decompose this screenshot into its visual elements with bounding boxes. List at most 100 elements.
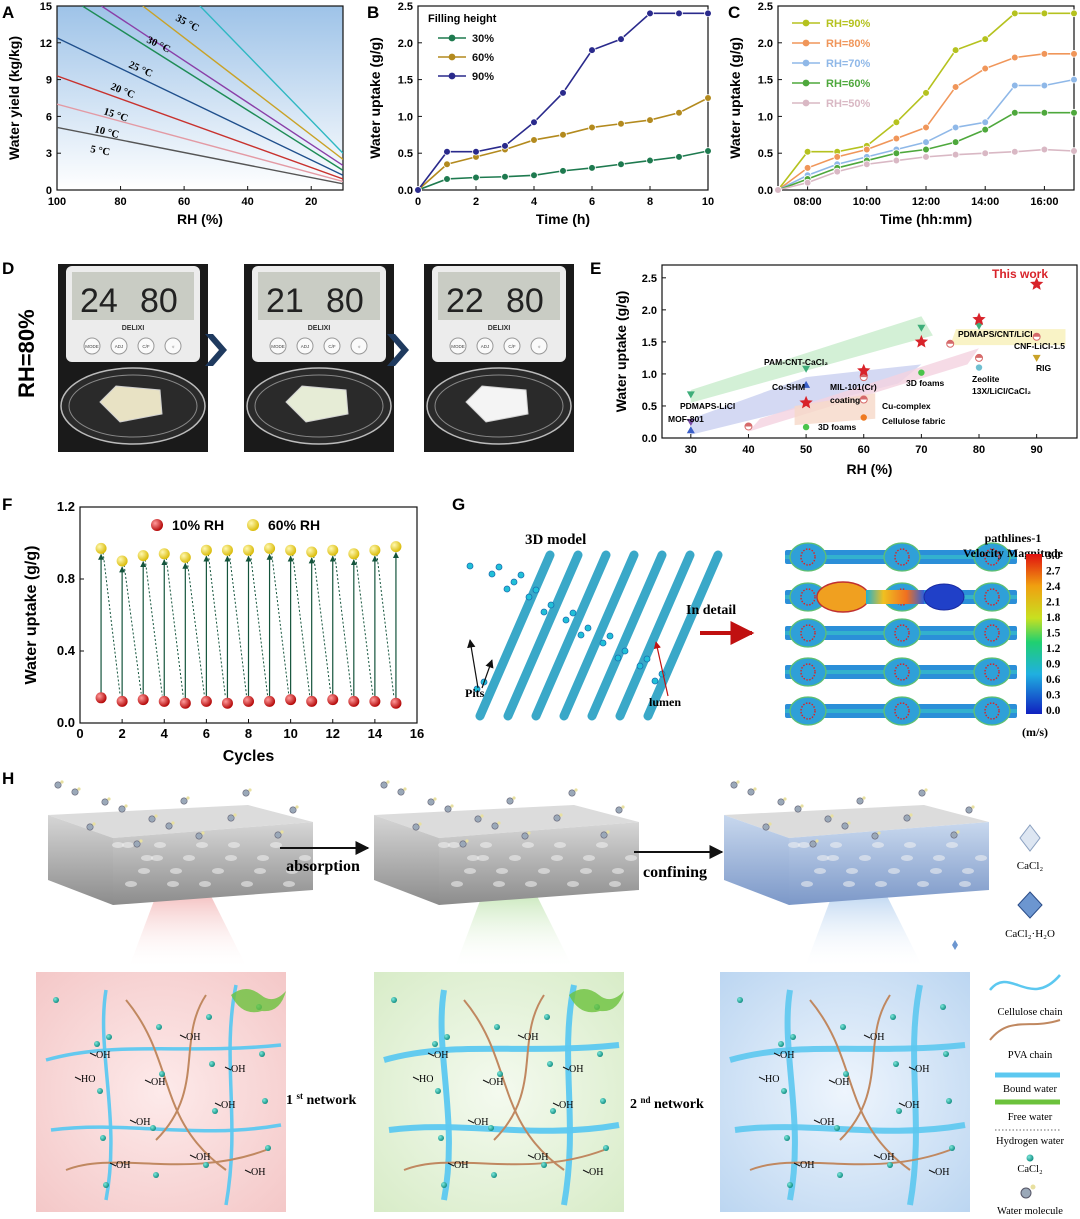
water-molecule-h [433, 797, 437, 801]
cycle-down-line [207, 554, 226, 698]
cacl2-particle [206, 1014, 212, 1020]
cacl2-particle [432, 1041, 438, 1047]
cacl2-particle [438, 1135, 444, 1141]
water-molecule-h [512, 796, 516, 800]
legend-marker [448, 34, 456, 42]
water-molecule [903, 814, 911, 822]
cacl2-particle [946, 1098, 952, 1104]
cacl2-particle [259, 1051, 265, 1057]
oh-bond [224, 1066, 232, 1071]
point-10rh [369, 695, 381, 707]
pit-dot [636, 662, 644, 670]
marker-circle [975, 364, 983, 371]
slab-pore [625, 855, 637, 861]
hygrometer-button-label: ☼ [171, 344, 175, 349]
slab-pore [257, 855, 269, 861]
ordinal-superscript: st [297, 1091, 304, 1101]
oh-group: OH [534, 1152, 548, 1163]
marker-circle [802, 423, 810, 431]
cycle-down-line [123, 564, 142, 694]
series-line-30C [101, 6, 343, 167]
lcd-screen [258, 272, 380, 320]
this-work-star [799, 395, 813, 409]
pit-chamber [973, 542, 1011, 572]
data-point [922, 123, 930, 132]
panel-letter-h: H [2, 769, 14, 788]
slab-pore [448, 842, 460, 848]
water-molecule-h [956, 830, 960, 834]
cacl2-particle [203, 1162, 209, 1168]
data-point [1040, 108, 1049, 117]
pit-inflow [984, 702, 1000, 720]
lcd-temp: 22 [446, 282, 484, 320]
oh-group: OH [905, 1100, 919, 1111]
cacl2-particle [834, 1125, 840, 1131]
water-molecule [615, 806, 623, 814]
hydrogel-sample [465, 385, 529, 423]
water-molecule [568, 789, 576, 797]
x-tick-label: 60 [178, 196, 190, 208]
point-10rh [116, 695, 128, 707]
point-60rh [158, 548, 170, 560]
x-tick-label: 08:00 [794, 196, 822, 208]
oh-bond [517, 1034, 525, 1039]
data-point [704, 94, 712, 102]
pit-dot [540, 608, 548, 616]
oh-bond [758, 1076, 766, 1081]
slab-pore [451, 881, 463, 887]
data-point [1010, 53, 1019, 62]
cacl2-particle [597, 1051, 603, 1057]
data-point [675, 9, 683, 18]
data-point [675, 108, 683, 117]
legend-marker [802, 59, 810, 67]
slab-pore [138, 868, 150, 874]
marker-half [744, 422, 752, 427]
water-molecule [412, 823, 420, 831]
x-tick-label: 0 [76, 726, 83, 741]
panel-e: E 30 40 50 60 70 80 90 0.0 0.5 1.0 1.5 2.0 2.5 RH (%)… [590, 259, 1078, 477]
y-tick-label: 1.5 [398, 75, 413, 87]
pit-inflow [984, 663, 1000, 681]
water-molecule [444, 805, 452, 813]
network1-text: 1 [286, 1093, 293, 1108]
slab-pore [199, 881, 211, 887]
legend-label: RH=90% [826, 18, 871, 30]
cacl2-particle [94, 1041, 100, 1047]
y-tick-label: 6 [46, 111, 52, 123]
pit-chamber [789, 618, 827, 648]
slab-pore [228, 842, 240, 848]
oh-group: OH [96, 1050, 110, 1061]
oh-bond [467, 1119, 475, 1124]
data-point [862, 145, 871, 154]
legend-cacl2-dot: CaCl₂ [1017, 1164, 1043, 1175]
water-molecule [459, 840, 467, 848]
pipe-detail-view [785, 542, 1017, 726]
pva-chain [493, 994, 545, 1141]
oh-bond [144, 1079, 152, 1084]
water-molecule-h [233, 813, 237, 817]
water-molecule [506, 797, 514, 805]
point-10rh [95, 692, 107, 704]
data-point [981, 125, 989, 134]
water-molecule [380, 781, 388, 789]
cacl2-h2o-crystal-icon [1017, 891, 1043, 919]
lcd-humidity: 80 [140, 282, 178, 320]
data-point [774, 186, 782, 194]
pits-arrow [467, 639, 479, 689]
data-point [892, 156, 901, 165]
network-box [36, 972, 286, 1212]
chart-a: 100 80 60 40 20 0 3 6 9 12 15 RH (%) Water yield (kg… [6, 1, 344, 227]
model-title: 3D model [525, 532, 586, 548]
water-molecule-h [830, 814, 834, 818]
cacl2-particle [265, 1145, 271, 1151]
marker-triangle-down [917, 324, 926, 332]
water-molecule [227, 814, 235, 822]
data-point [617, 160, 625, 169]
point-label: Co-SHM [772, 382, 805, 392]
cacl2-particle [262, 1098, 268, 1104]
oh-group: OH [870, 1032, 884, 1043]
water-molecule-h [606, 830, 610, 834]
slab-pore [583, 855, 595, 861]
water-molecule-h [497, 821, 501, 825]
